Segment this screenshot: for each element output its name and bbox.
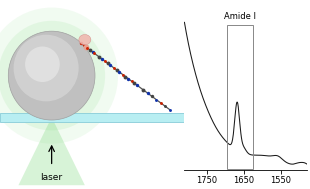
Text: laser: laser xyxy=(41,173,63,182)
Ellipse shape xyxy=(0,8,118,144)
Ellipse shape xyxy=(0,21,105,130)
Bar xyxy=(0,113,184,122)
Bar xyxy=(227,25,253,169)
Ellipse shape xyxy=(8,31,95,120)
Ellipse shape xyxy=(79,35,91,45)
Text: Amide I: Amide I xyxy=(224,12,256,21)
Polygon shape xyxy=(19,117,85,185)
Ellipse shape xyxy=(25,46,60,82)
Ellipse shape xyxy=(14,35,79,101)
Ellipse shape xyxy=(9,32,94,119)
